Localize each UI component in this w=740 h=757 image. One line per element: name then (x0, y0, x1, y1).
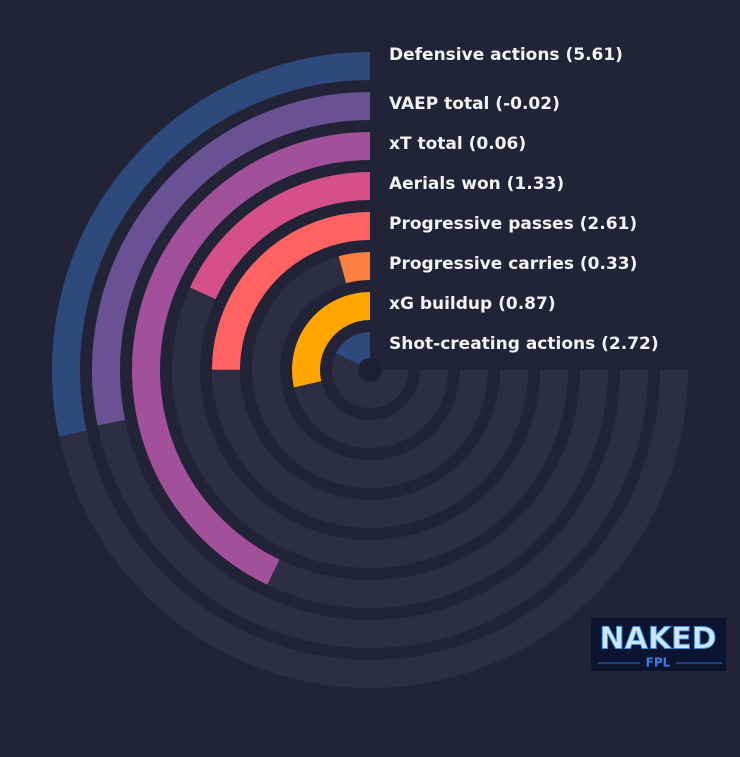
bar (292, 292, 371, 388)
logo-text: NAKED (600, 622, 717, 657)
bar (335, 332, 372, 367)
bar (132, 132, 371, 585)
bar (92, 92, 371, 426)
center-dot (358, 358, 382, 382)
track (252, 252, 488, 488)
logo-subtext: FPL (646, 656, 671, 670)
bar (338, 252, 371, 284)
bar-label: xT total (0.06) (389, 134, 526, 154)
bar (190, 172, 371, 300)
bar (212, 212, 371, 371)
logo-box (591, 618, 726, 671)
bar-label: Progressive carries (0.33) (389, 254, 637, 274)
bar-label: Aerials won (1.33) (389, 174, 564, 194)
bar-label: xG buildup (0.87) (389, 294, 556, 314)
logo: NAKED FPL (591, 618, 726, 671)
bar (52, 52, 371, 437)
bar-label: Defensive actions (5.61) (389, 45, 623, 65)
bar-label: Progressive passes (2.61) (389, 214, 637, 234)
bar-label: VAEP total (-0.02) (389, 94, 560, 114)
bar-label: Shot-creating actions (2.72) (389, 334, 659, 354)
bars (52, 52, 372, 585)
